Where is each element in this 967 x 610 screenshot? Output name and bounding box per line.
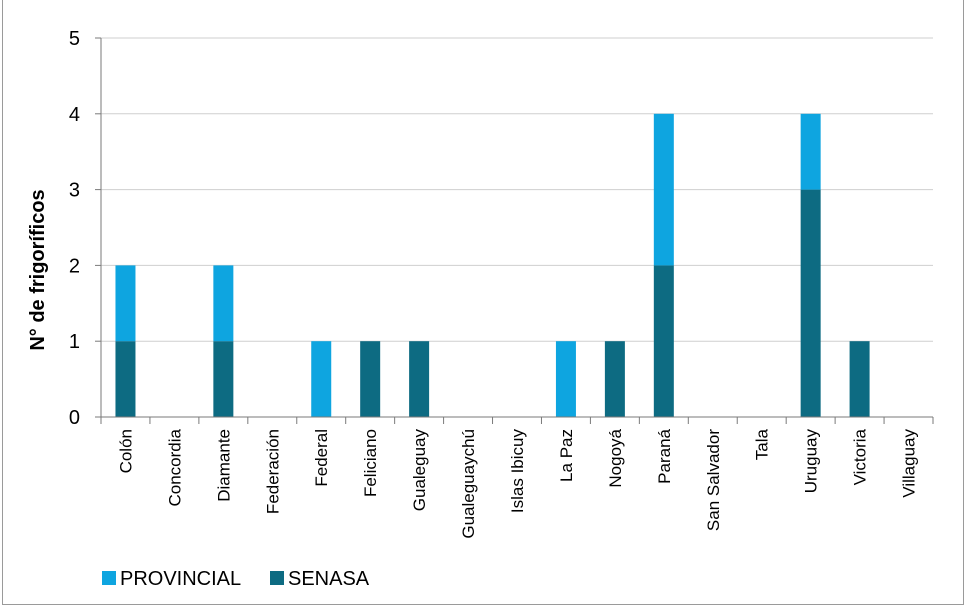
x-tick-label: Federal bbox=[312, 429, 331, 487]
bar-senasa bbox=[213, 341, 234, 417]
y-tick-label: 3 bbox=[69, 180, 80, 202]
bar-provincial bbox=[555, 341, 576, 417]
x-tick-label: Tala bbox=[753, 428, 772, 460]
x-tick-label: Colón bbox=[116, 429, 135, 473]
x-tick-label: Islas Ibicuy bbox=[508, 429, 527, 514]
legend-swatch bbox=[102, 571, 116, 585]
y-tick-label: 5 bbox=[69, 28, 80, 50]
x-tick-label: Diamante bbox=[214, 429, 233, 502]
legend-label: PROVINCIAL bbox=[120, 568, 241, 590]
x-tick-label: Federación bbox=[263, 429, 282, 514]
bar-senasa bbox=[409, 341, 430, 417]
x-tick-label: Feliciano bbox=[361, 429, 380, 497]
x-tick-label: Concordia bbox=[165, 428, 184, 506]
bar-provincial bbox=[213, 265, 234, 342]
y-tick-label: 1 bbox=[69, 331, 80, 353]
bar-senasa bbox=[849, 341, 870, 417]
y-tick-label: 0 bbox=[69, 407, 80, 429]
bar-provincial bbox=[800, 113, 821, 190]
x-tick-label: Victoria bbox=[851, 428, 870, 485]
bar-provincial bbox=[653, 113, 674, 266]
x-tick-label: Gualeguaychú bbox=[459, 429, 478, 539]
legend-label: SENASA bbox=[288, 568, 370, 590]
x-tick-label: Uruguay bbox=[802, 429, 821, 494]
x-tick-label: Gualeguay bbox=[410, 429, 429, 512]
bar-senasa bbox=[360, 341, 381, 417]
x-tick-label: Nogoyá bbox=[606, 428, 625, 487]
x-tick-label: Paraná bbox=[655, 428, 674, 483]
bar-provincial bbox=[115, 265, 136, 342]
y-tick-labels: 0 1 2 3 4 5 bbox=[69, 28, 80, 429]
x-tick-label: La Paz bbox=[557, 429, 576, 482]
legend: PROVINCIAL SENASA bbox=[102, 568, 370, 590]
bar-senasa bbox=[604, 341, 625, 417]
axes bbox=[95, 37, 934, 424]
legend-swatch bbox=[270, 571, 284, 585]
bars bbox=[115, 113, 870, 417]
bar-provincial bbox=[311, 341, 332, 417]
gridlines bbox=[101, 37, 933, 342]
y-axis-label: N° de frigoríficos bbox=[27, 189, 49, 350]
x-tick-label: Villaguay bbox=[900, 429, 919, 498]
y-tick-label: 4 bbox=[69, 104, 80, 126]
x-tick-labels: Colón Concordia Diamante Federación Federal F… bbox=[116, 428, 918, 538]
bar-senasa bbox=[800, 189, 821, 417]
bar-senasa bbox=[653, 265, 674, 417]
y-tick-label: 2 bbox=[69, 255, 80, 277]
x-tick-label: San Salvador bbox=[704, 429, 723, 531]
bar-senasa bbox=[115, 341, 136, 417]
